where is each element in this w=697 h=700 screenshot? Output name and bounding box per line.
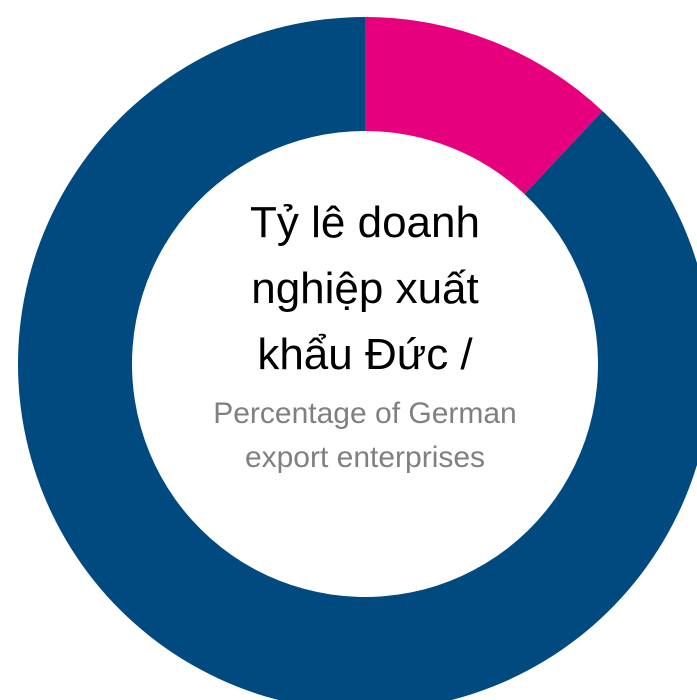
center-text: Tỷ lê doanh nghiệp xuất khẩu Đức / Perce…	[205, 190, 525, 480]
center-sublabel: Percentage of German export enterprises	[213, 397, 517, 474]
center-label: Tỷ lê doanh nghiệp xuất khẩu Đức /	[250, 198, 480, 379]
donut-segment	[18, 17, 697, 700]
donut-segment	[365, 17, 603, 195]
